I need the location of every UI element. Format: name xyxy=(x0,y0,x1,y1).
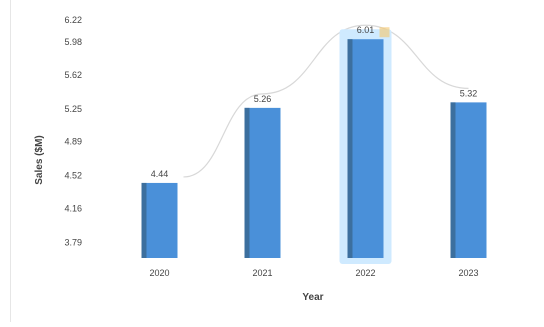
bar-edge xyxy=(450,102,456,258)
data-label: 6.01 xyxy=(357,25,375,35)
bar-edge xyxy=(141,182,147,258)
y-tick-label: 5.98 xyxy=(64,37,82,47)
y-axis-label: Sales ($M) xyxy=(34,135,45,184)
y-axis: 3.79 4.16 4.52 4.89 5.25 5.62 5.98 6.22 xyxy=(64,15,82,247)
bar xyxy=(450,102,487,258)
bar xyxy=(347,39,384,258)
y-tick-label: 4.52 xyxy=(64,171,82,181)
bar-edge xyxy=(244,107,250,258)
trend-line-layer xyxy=(183,24,469,178)
bars-layer xyxy=(141,27,487,264)
bar xyxy=(141,182,178,258)
x-tick-label: 2023 xyxy=(458,268,478,278)
data-label: 5.32 xyxy=(460,88,478,98)
x-axis-label: Year xyxy=(302,292,323,303)
y-tick-label: 5.62 xyxy=(64,70,82,80)
bar xyxy=(244,107,281,258)
y-tick-label: 6.22 xyxy=(64,15,82,25)
data-label: 4.44 xyxy=(151,169,169,179)
y-tick-label: 3.79 xyxy=(64,237,82,247)
x-tick-label: 2021 xyxy=(252,268,272,278)
x-tick-label: 2022 xyxy=(355,268,375,278)
x-tick-label: 2020 xyxy=(149,268,169,278)
highlight-accent xyxy=(379,27,390,38)
y-tick-label: 4.89 xyxy=(64,137,82,147)
data-label: 5.26 xyxy=(254,94,272,104)
y-tick-label: 5.25 xyxy=(64,104,82,114)
trend-line xyxy=(183,24,469,178)
y-tick-label: 4.16 xyxy=(64,204,82,214)
left-frame-line xyxy=(10,0,11,322)
x-axis: 2020 2021 2022 2023 xyxy=(149,268,478,278)
data-labels-layer: 4.44 5.26 6.01 5.32 xyxy=(151,25,478,179)
bar-edge xyxy=(347,39,353,258)
